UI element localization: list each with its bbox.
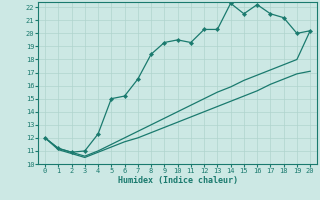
X-axis label: Humidex (Indice chaleur): Humidex (Indice chaleur) xyxy=(118,176,238,185)
